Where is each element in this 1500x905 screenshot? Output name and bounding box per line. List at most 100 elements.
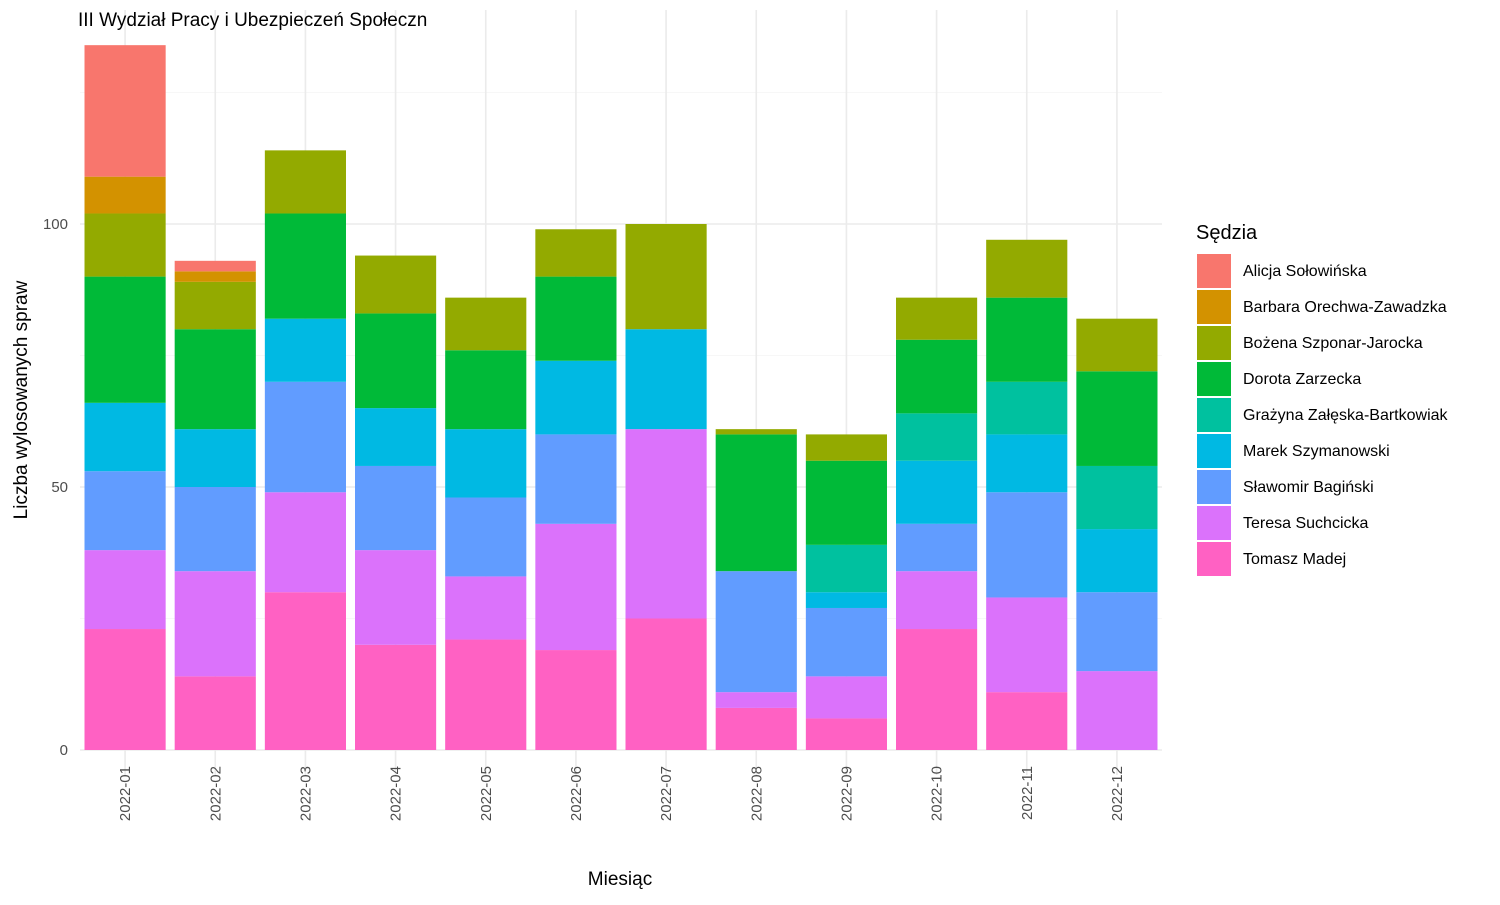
- bar-segment: [1076, 592, 1158, 672]
- bar-segment: [1076, 371, 1158, 466]
- bar-segment: [445, 297, 527, 351]
- legend-swatch: [1197, 326, 1231, 360]
- legend-swatch: [1197, 398, 1231, 432]
- bar-segment: [84, 471, 166, 551]
- legend-label: Tomasz Madej: [1243, 551, 1346, 568]
- bar-segment: [174, 271, 256, 282]
- x-tick-label: 2022-10: [929, 766, 946, 821]
- bar-segment: [264, 592, 346, 750]
- bar-segment: [445, 639, 527, 750]
- legend-title: Sędzia: [1196, 222, 1258, 244]
- legend-item: Barbara Orechwa-Zawadzka: [1197, 290, 1447, 324]
- legend-item: Teresa Suchcicka: [1197, 506, 1368, 540]
- bar-segment: [1076, 318, 1158, 372]
- bar-segment: [625, 329, 707, 430]
- bar-segment: [986, 434, 1068, 493]
- axes: 0 50 100 2022-01 2022-02 2022-03 2022-04 2022-0…: [43, 216, 1126, 821]
- bar-segment: [986, 297, 1068, 382]
- legend-label: Marek Szymanowski: [1243, 443, 1390, 460]
- bar-segment: [535, 523, 617, 651]
- bar-segment: [535, 434, 617, 524]
- bar-segment: [986, 692, 1068, 750]
- bar-segment: [715, 434, 797, 572]
- bar-segment: [174, 571, 256, 677]
- legend-item: Marek Szymanowski: [1197, 434, 1390, 468]
- legend-label: Bożena Szponar-Jarocka: [1243, 335, 1423, 352]
- bar-segment: [445, 350, 527, 430]
- legend-label: Alicja Sołowińska: [1243, 263, 1367, 280]
- legend-swatch: [1197, 434, 1231, 468]
- bar-segment: [445, 576, 527, 640]
- legend-label: Barbara Orechwa-Zawadzka: [1243, 299, 1447, 316]
- bar-segment: [84, 45, 166, 177]
- bar-segment: [264, 150, 346, 214]
- bar-segment: [355, 644, 437, 750]
- legend-swatch: [1197, 362, 1231, 396]
- bar-segment: [84, 276, 166, 403]
- bar-segment: [355, 550, 437, 645]
- bar-segment: [1076, 671, 1158, 750]
- bar-segment: [715, 692, 797, 708]
- chart-title: III Wydział Pracy i Ubezpieczeń Społeczn: [78, 10, 427, 31]
- bar-segment: [625, 429, 707, 619]
- legend-item: Tomasz Madej: [1197, 542, 1346, 576]
- legend-swatch: [1197, 470, 1231, 504]
- bar-segment: [805, 676, 887, 719]
- bar-segment: [535, 360, 617, 435]
- bar-segment: [896, 629, 978, 750]
- bar-segment: [805, 718, 887, 750]
- y-axis-title: Liczba wylosowanych spraw: [11, 280, 32, 519]
- bar-segment: [264, 318, 346, 382]
- legend-item: Dorota Zarzecka: [1197, 362, 1361, 396]
- bar-segment: [445, 429, 527, 498]
- legend-item: Bożena Szponar-Jarocka: [1197, 326, 1423, 360]
- legend: Sędzia Alicja Sołowińska Barbara Orechwa-Z…: [1196, 222, 1449, 576]
- bar-segment: [625, 618, 707, 750]
- bar-segment: [174, 487, 256, 572]
- bar-segment: [84, 402, 166, 472]
- bar-segment: [355, 313, 437, 409]
- bar-segment: [1076, 529, 1158, 593]
- bar-segment: [84, 213, 166, 277]
- bar-segment: [355, 465, 437, 551]
- bar-segment: [805, 592, 887, 608]
- bar-segment: [264, 381, 346, 493]
- bar-segment: [896, 571, 978, 630]
- bar-segment: [896, 339, 978, 414]
- bar-segment: [805, 460, 887, 545]
- legend-swatch: [1197, 254, 1231, 288]
- x-tick-label: 2022-06: [568, 766, 585, 821]
- bar-segment: [174, 329, 256, 430]
- y-tick-label: 100: [43, 216, 68, 233]
- bar-segment: [715, 571, 797, 693]
- x-tick-label: 2022-02: [207, 766, 224, 821]
- x-tick-label: 2022-03: [297, 766, 314, 821]
- legend-swatch: [1197, 542, 1231, 576]
- bar-segment: [986, 597, 1068, 693]
- legend-label: Teresa Suchcicka: [1243, 515, 1368, 532]
- x-tick-label: 2022-07: [658, 766, 675, 821]
- x-tick-label: 2022-12: [1109, 766, 1126, 821]
- bar-segment: [355, 255, 437, 314]
- x-tick-label: 2022-04: [388, 766, 405, 821]
- legend-item: Grażyna Załęska-Bartkowiak: [1197, 398, 1449, 432]
- legend-label: Sławomir Bagiński: [1243, 479, 1374, 496]
- legend-item: Sławomir Bagiński: [1197, 470, 1374, 504]
- bar-segment: [174, 429, 256, 487]
- bar-segment: [535, 229, 617, 277]
- legend-item: Alicja Sołowińska: [1197, 254, 1367, 288]
- bar-segment: [715, 429, 797, 435]
- bar-segment: [264, 213, 346, 319]
- bar-segment: [355, 408, 437, 466]
- bar-segment: [625, 224, 707, 330]
- y-tick-label: 0: [60, 742, 68, 759]
- x-tick-label: 2022-08: [748, 766, 765, 821]
- bar-segment: [535, 650, 617, 750]
- legend-label: Grażyna Załęska-Bartkowiak: [1243, 407, 1449, 424]
- x-tick-label: 2022-11: [1019, 766, 1036, 820]
- bar-segment: [174, 676, 256, 750]
- bars: [84, 45, 1158, 750]
- bar-segment: [986, 239, 1068, 298]
